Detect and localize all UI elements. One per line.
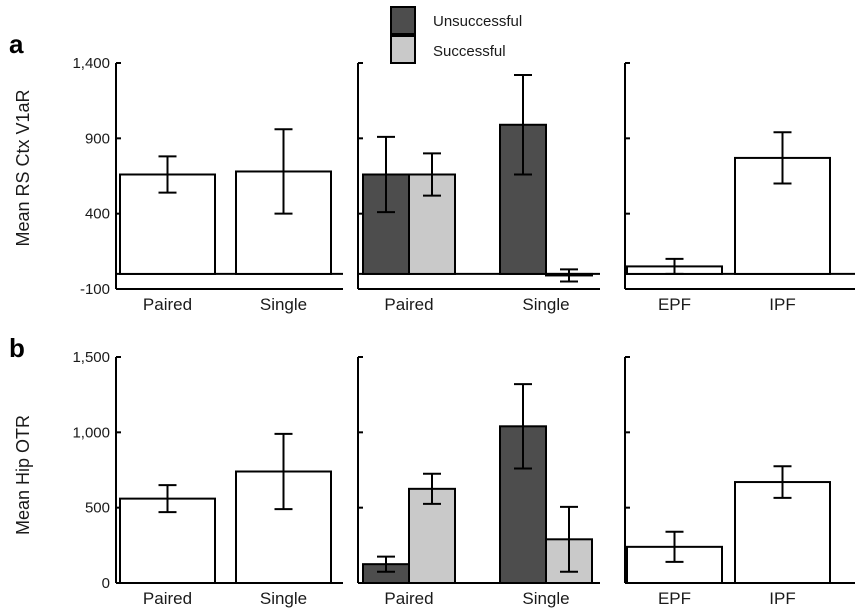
legend-swatch-successful bbox=[390, 35, 416, 64]
panel-b-middle: Paired Single bbox=[357, 356, 600, 608]
x-tick-label: Single bbox=[260, 295, 307, 314]
panel-letter-b: b bbox=[9, 333, 25, 363]
panel-letter-a: a bbox=[9, 29, 24, 59]
chart-panels: -100 400 900 1,400 Paired Single Paired Single E… bbox=[72, 55, 855, 608]
legend: Unsuccessful Successful bbox=[390, 6, 522, 64]
panel-a-right: EPF IPF bbox=[624, 62, 855, 314]
x-tick-label: EPF bbox=[658, 295, 691, 314]
legend-label-unsuccessful: Unsuccessful bbox=[433, 13, 522, 30]
panel-a-middle: Paired Single bbox=[357, 62, 600, 314]
y-tick-label: 500 bbox=[85, 500, 110, 517]
panel-b-left: 0 500 1,000 1,500 Paired Single bbox=[72, 349, 343, 608]
y-tick-label: -100 bbox=[80, 281, 110, 298]
x-tick-label: Paired bbox=[384, 589, 433, 608]
panel-b-right: EPF IPF bbox=[624, 356, 855, 608]
x-tick-label: Paired bbox=[143, 589, 192, 608]
y-axis-title-a: Mean RS Ctx V1aR bbox=[13, 89, 33, 246]
x-tick-label: Paired bbox=[143, 295, 192, 314]
y-tick-label: 0 bbox=[102, 575, 110, 592]
y-tick-label: 1,500 bbox=[72, 349, 110, 366]
y-tick-label: 400 bbox=[85, 206, 110, 223]
x-tick-label: IPF bbox=[769, 295, 795, 314]
y-axis-title-b: Mean Hip OTR bbox=[13, 415, 33, 535]
panel-a-left: -100 400 900 1,400 Paired Single bbox=[72, 55, 343, 314]
x-tick-label: Single bbox=[260, 589, 307, 608]
legend-label-successful: Successful bbox=[433, 43, 506, 60]
x-tick-label: Single bbox=[522, 589, 569, 608]
x-tick-label: IPF bbox=[769, 589, 795, 608]
y-tick-label: 1,000 bbox=[72, 424, 110, 441]
legend-swatch-unsuccessful bbox=[390, 6, 416, 35]
y-tick-label: 1,400 bbox=[72, 55, 110, 72]
x-tick-label: Single bbox=[522, 295, 569, 314]
y-tick-label: 900 bbox=[85, 130, 110, 147]
x-tick-label: Paired bbox=[384, 295, 433, 314]
x-tick-label: EPF bbox=[658, 589, 691, 608]
